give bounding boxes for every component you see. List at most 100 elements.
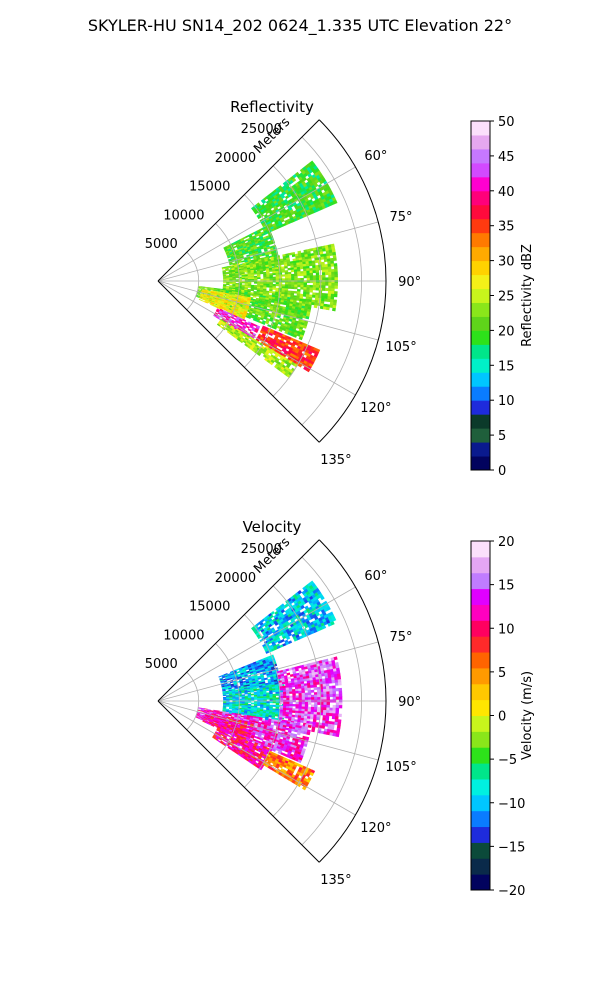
echo-cell: [262, 293, 267, 297]
echo-cell: [292, 693, 296, 696]
echo-cell: [226, 282, 230, 285]
echo-cell: [327, 674, 332, 679]
echo-cell: [323, 728, 328, 733]
echo-cell: [295, 688, 299, 692]
echo-cell: [198, 287, 202, 289]
echo-cell: [241, 270, 245, 273]
echo-cell: [213, 294, 217, 297]
echo-cell: [242, 331, 247, 335]
echo-cell: [222, 321, 226, 325]
echo-cell: [266, 706, 270, 709]
echo-cell: [229, 253, 234, 257]
echo-cell: [270, 325, 274, 329]
echo-cell: [256, 270, 261, 273]
echo-cell: [275, 282, 280, 285]
echo-cell: [229, 694, 233, 696]
echo-cell: [250, 274, 255, 277]
echo-cell: [269, 339, 274, 343]
echo-cell: [247, 695, 252, 698]
echo-cell: [209, 297, 213, 300]
echo-cell: [237, 297, 242, 300]
echo-cell: [315, 264, 319, 269]
echo-cell: [271, 321, 276, 325]
echo-cell: [294, 714, 299, 718]
echo-cell: [329, 304, 334, 309]
echo-cell: [294, 666, 299, 670]
echo-cell: [235, 704, 239, 707]
echo-cell: [253, 664, 258, 668]
echo-cell: [310, 684, 314, 688]
echo-cell: [237, 248, 242, 251]
echo-cell: [300, 683, 305, 687]
echo-cell: [305, 263, 310, 267]
echo-cell: [250, 693, 255, 696]
echo-cell: [250, 322, 255, 326]
echo-cell: [313, 664, 318, 668]
echo-cell: [257, 283, 261, 286]
echo-cell: [204, 290, 209, 292]
echo-cell: [332, 704, 337, 709]
echo-cell: [244, 337, 249, 341]
echo-cell: [257, 203, 262, 208]
echo-cell: [240, 672, 245, 676]
echo-cell: [263, 706, 267, 709]
echo-cell: [268, 215, 273, 220]
echo-cell: [244, 287, 248, 290]
echo-cell: [260, 237, 264, 241]
echo-cell: [233, 315, 238, 318]
echo-cell: [248, 250, 253, 254]
colorbar-swatch: [471, 204, 490, 220]
echo-cell: [253, 694, 258, 697]
echo-cell: [285, 713, 290, 717]
echo-cell: [224, 301, 228, 304]
echo-cell: [262, 200, 267, 205]
echo-cell: [241, 276, 246, 279]
echo-cell: [245, 234, 250, 239]
echo-cell: [279, 707, 284, 710]
echo-cell: [201, 290, 206, 292]
echo-cell: [286, 691, 290, 695]
echo-cell: [271, 228, 276, 232]
echo-cell: [252, 668, 256, 672]
echo-cell: [228, 296, 233, 300]
echo-cell: [286, 636, 291, 640]
echo-cell: [282, 713, 286, 717]
echo-cell: [276, 638, 281, 643]
echo-cell: [284, 681, 289, 685]
echo-cell: [272, 697, 277, 700]
echo-cell: [306, 289, 310, 293]
colorbar-swatch: [471, 232, 490, 248]
echo-cell: [229, 294, 233, 297]
echo-cell: [267, 655, 272, 659]
echo-cell: [259, 207, 264, 211]
echo-cell: [331, 659, 336, 664]
echo-cell: [230, 256, 235, 259]
echo-cell: [330, 299, 334, 303]
echo-cell: [256, 269, 261, 272]
echo-cell: [325, 282, 329, 286]
echo-cell: [267, 680, 272, 683]
echo-cell: [310, 709, 315, 713]
echo-cell: [327, 672, 332, 676]
echo-cell: [222, 694, 227, 697]
echo-cell: [253, 271, 258, 274]
echo-cell: [252, 684, 257, 687]
echo-cell: [313, 254, 318, 259]
echo-cell: [256, 318, 261, 321]
echo-cell: [251, 337, 256, 342]
echo-cell: [290, 286, 295, 290]
echo-cell: [274, 719, 278, 723]
echo-cell: [260, 664, 265, 667]
echo-cell: [337, 719, 342, 723]
echo-cell: [265, 264, 269, 268]
echo-cell: [335, 702, 340, 706]
echo-cell: [306, 277, 311, 281]
echo-cell: [292, 201, 297, 206]
echo-cell: [262, 711, 267, 714]
echo-cell: [309, 662, 314, 666]
reflectivity-panel: Reflectivity 500010000150002000025000Met…: [145, 98, 535, 479]
echo-cell: [280, 298, 285, 301]
echo-cell: [326, 606, 331, 611]
echo-cell: [227, 314, 231, 318]
echo-cell: [232, 278, 236, 280]
